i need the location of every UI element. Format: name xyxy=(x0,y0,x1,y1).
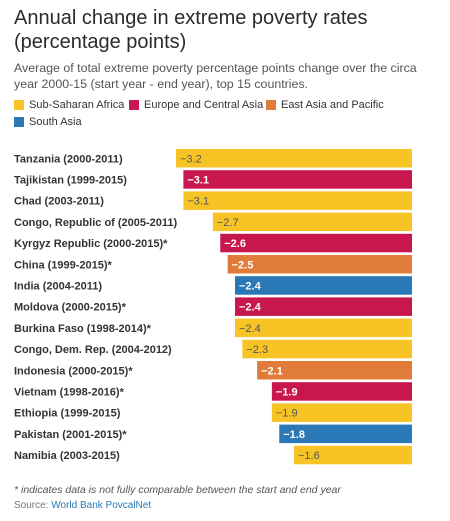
category-label: Tajikistan (1999-2015) xyxy=(14,174,127,186)
category-label: Burkina Faso (1998-2014)* xyxy=(14,323,152,335)
legend-label: East Asia and Pacific xyxy=(281,99,384,111)
category-label: China (1999-2015)* xyxy=(14,259,113,271)
category-label: Congo, Republic of (2005-2011) xyxy=(14,217,178,229)
legend-swatch-europe-central-asia xyxy=(129,100,139,110)
category-label: Indonesia (2000-2015)* xyxy=(14,365,133,377)
value-label: −2.4 xyxy=(239,280,262,292)
legend-item-europe-central-asia: Europe and Central Asia xyxy=(129,99,263,111)
value-label: −3.1 xyxy=(187,174,209,186)
legend-swatch-south-asia xyxy=(14,117,24,127)
value-label: −2.4 xyxy=(239,302,262,314)
value-label: −2.1 xyxy=(261,365,283,377)
bar xyxy=(271,403,413,422)
value-label: −1.6 xyxy=(298,450,320,462)
footnote: * indicates data is not fully comparable… xyxy=(14,484,341,496)
bar xyxy=(294,445,412,465)
value-label: −2.4 xyxy=(239,323,261,335)
bar xyxy=(235,297,412,316)
legend-label: South Asia xyxy=(29,116,82,128)
bar xyxy=(242,339,413,359)
value-label: −2.3 xyxy=(246,344,268,356)
source-link[interactable]: World Bank PovcalNet xyxy=(51,500,152,511)
bar xyxy=(279,424,412,444)
bar xyxy=(183,170,413,189)
legend-item-south-asia: South Asia xyxy=(14,116,82,128)
category-label: Congo, Dem. Rep. (2004-2012) xyxy=(14,344,172,356)
category-label: Vietnam (1998-2016)* xyxy=(14,386,125,398)
bar xyxy=(176,149,412,168)
category-label: India (2004-2011) xyxy=(14,280,102,292)
value-label: −3.1 xyxy=(187,196,209,208)
value-label: −1.9 xyxy=(276,386,298,398)
category-label: Moldova (2000-2015)* xyxy=(14,302,127,314)
legend-label: Europe and Central Asia xyxy=(144,99,264,111)
legend-swatch-east-asia-pacific xyxy=(266,100,276,110)
value-label: −1.8 xyxy=(283,429,305,441)
value-label: −2.5 xyxy=(232,259,254,271)
legend-swatch-sub-saharan-africa xyxy=(14,100,24,110)
bar xyxy=(257,361,413,380)
category-label: Pakistan (2001-2015)* xyxy=(14,429,127,441)
bar xyxy=(235,276,412,295)
bar xyxy=(227,255,413,274)
value-label: −2.7 xyxy=(217,217,239,229)
category-label: Ethiopia (1999-2015) xyxy=(14,408,121,420)
bar xyxy=(235,318,412,338)
bar xyxy=(212,212,413,232)
bar xyxy=(220,233,412,253)
chart-subtitle: Average of total extreme poverty percent… xyxy=(14,61,417,91)
value-label: −2.6 xyxy=(224,238,246,250)
category-label: Tanzania (2000-2011) xyxy=(14,153,123,165)
legend-item-sub-saharan-africa: Sub-Saharan Africa xyxy=(14,99,124,111)
chart-title: Annual change in extreme poverty rates (… xyxy=(14,7,368,53)
value-label: −1.9 xyxy=(276,408,298,420)
value-label: −3.2 xyxy=(180,153,202,165)
source-line: Source: World Bank PovcalNet xyxy=(14,500,151,511)
category-label: Chad (2003-2011) xyxy=(14,196,104,208)
source-label: Source: xyxy=(14,500,49,511)
legend-label: Sub-Saharan Africa xyxy=(29,99,125,111)
category-label: Kyrgyz Republic (2000-2015)* xyxy=(14,238,168,250)
bar xyxy=(271,382,413,401)
category-label: Namibia (2003-2015) xyxy=(14,450,120,462)
bar-chart: Tanzania (2000-2011) −3.2 Tajikistan (1999… xyxy=(14,149,413,465)
legend-item-east-asia-pacific: East Asia and Pacific xyxy=(266,99,384,111)
bar xyxy=(183,191,413,210)
